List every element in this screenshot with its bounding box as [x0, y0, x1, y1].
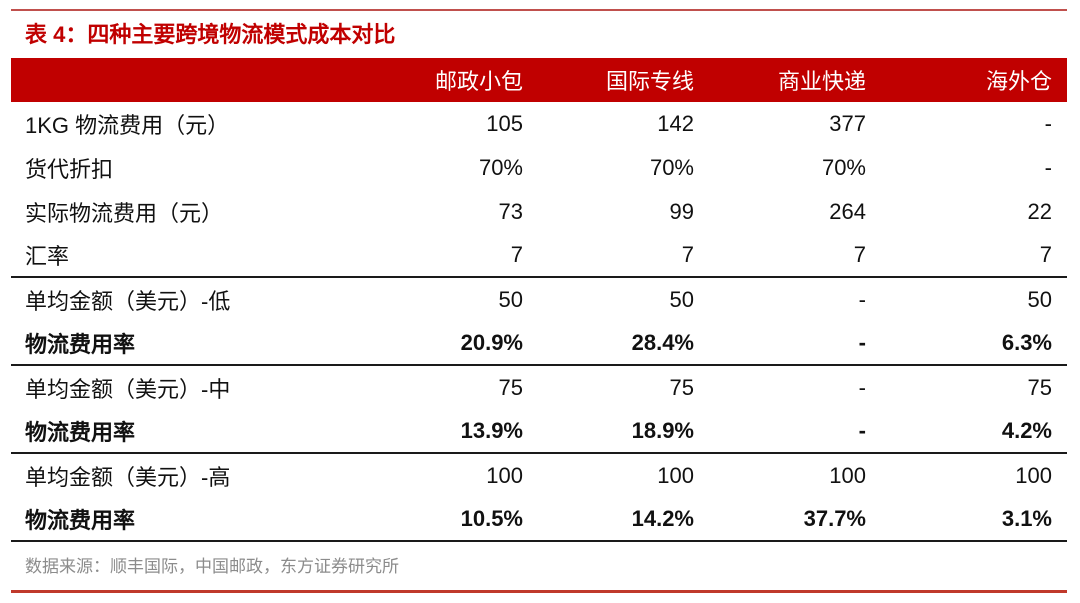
cell-value: 70% [649, 155, 694, 180]
cell-value: 73 [498, 199, 523, 224]
cost-comparison-table: 邮政小包 国际专线 商业快递 海外仓 1KG 物流费用（元） 105 142 3… [11, 58, 1067, 542]
cell-value: 377 [829, 111, 866, 136]
header-overseas-warehouse: 海外仓 [985, 69, 1052, 94]
cell-value: 10.5% [367, 497, 538, 542]
cell-value: 142 [657, 111, 694, 136]
row-label: 物流费用率 [11, 409, 367, 454]
table-row: 单均金额（美元）-低 50 50 - 50 [11, 277, 1067, 321]
cell-value: - [858, 286, 866, 312]
cell-value: 100 [486, 462, 523, 488]
cell-value: 99 [669, 199, 694, 224]
cell-value: 264 [829, 199, 866, 224]
cell-value: 4.2% [881, 409, 1067, 454]
cell-value: 3.1% [881, 497, 1067, 542]
table-row-highlight: 物流费用率 10.5% 14.2% 37.7% 3.1% [11, 497, 1067, 542]
cell-value: 50 [1027, 286, 1052, 312]
cell-value: 13.9% [367, 409, 538, 454]
bottom-rule [11, 590, 1067, 593]
cell-value: 100 [657, 462, 694, 488]
row-label: 实际物流费用（元） [25, 201, 224, 226]
cell-value: 75 [1027, 374, 1052, 400]
cell-value: 50 [669, 286, 694, 312]
header-postal-small-packet: 邮政小包 [434, 69, 523, 94]
cell-value: 18.9% [538, 409, 709, 454]
cell-value: 7 [709, 234, 881, 278]
cell-value: 100 [829, 462, 866, 488]
row-label: 单均金额（美元）-高 [25, 464, 231, 490]
table-row: 单均金额（美元）-高 100 100 100 100 [11, 453, 1067, 497]
cell-value: 22 [1027, 199, 1052, 224]
row-label: 1KG 物流费用（元） [25, 113, 230, 138]
data-source-note: 数据来源：顺丰国际，中国邮政，东方证券研究所 [25, 557, 399, 576]
table-row: 单均金额（美元）-中 75 75 - 75 [11, 365, 1067, 409]
cell-value: - [1044, 155, 1052, 180]
top-rule [11, 9, 1067, 11]
cell-value: 75 [498, 374, 523, 400]
cell-value: 70% [478, 155, 523, 180]
row-label: 单均金额（美元）-低 [25, 288, 231, 314]
cell-value: 70% [821, 155, 866, 180]
row-label: 汇率 [11, 234, 367, 278]
table-row: 实际物流费用（元） 73 99 264 22 [11, 190, 1067, 234]
cell-value: 75 [669, 374, 694, 400]
cell-value: 37.7% [709, 497, 881, 542]
cell-value: 6.3% [881, 321, 1067, 366]
cell-value: - [709, 321, 881, 366]
row-label: 物流费用率 [11, 321, 367, 366]
table-row: 货代折扣 70% 70% 70% - [11, 146, 1067, 190]
cell-value: 105 [486, 111, 523, 136]
cell-value: 7 [538, 234, 709, 278]
row-label: 物流费用率 [11, 497, 367, 542]
cell-value: 28.4% [538, 321, 709, 366]
header-cell-blank [11, 58, 367, 102]
row-label: 单均金额（美元）-中 [25, 376, 231, 402]
table-row-highlight: 物流费用率 13.9% 18.9% - 4.2% [11, 409, 1067, 454]
header-commercial-express: 商业快递 [777, 69, 866, 94]
cell-value: - [858, 374, 866, 400]
table-row: 汇率 7 7 7 7 [11, 234, 1067, 278]
cell-value: 14.2% [538, 497, 709, 542]
table-row-highlight: 物流费用率 20.9% 28.4% - 6.3% [11, 321, 1067, 366]
cell-value: - [1044, 111, 1052, 136]
cell-value: 7 [367, 234, 538, 278]
table-row: 1KG 物流费用（元） 105 142 377 - [11, 102, 1067, 146]
header-row: 邮政小包 国际专线 商业快递 海外仓 [11, 58, 1067, 102]
cell-value: 100 [1015, 462, 1052, 488]
cell-value: 20.9% [367, 321, 538, 366]
table-title: 表 4：四种主要跨境物流模式成本对比 [25, 22, 396, 47]
cell-value: 7 [881, 234, 1067, 278]
cell-value: 50 [498, 286, 523, 312]
header-international-dedicated-line: 国际专线 [605, 69, 694, 94]
row-label: 货代折扣 [25, 157, 114, 182]
cell-value: - [709, 409, 881, 454]
